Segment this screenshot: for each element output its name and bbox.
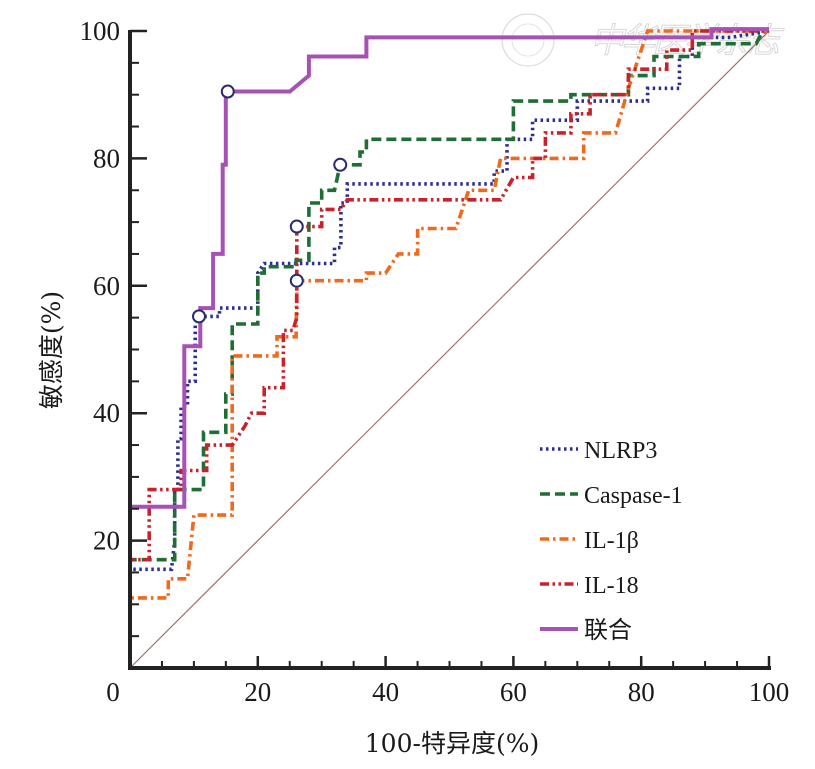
x-tick-label: 0 bbox=[106, 677, 120, 707]
legend-label: IL-18 bbox=[584, 573, 639, 599]
cutoff-marker-0 bbox=[192, 309, 207, 324]
x-axis-title: 100-特异度(%) bbox=[365, 729, 539, 758]
series-group bbox=[128, 27, 770, 668]
y-tick-label: 60 bbox=[93, 271, 120, 301]
series-line-il-18 bbox=[128, 29, 769, 668]
axis-ticks bbox=[130, 29, 771, 668]
series-line-nlrp3 bbox=[128, 29, 770, 668]
watermark-seal-inner-icon bbox=[511, 23, 545, 57]
x-tick-label: 60 bbox=[500, 677, 527, 707]
y-tick-label: 40 bbox=[93, 398, 120, 428]
cutoff-marker-2 bbox=[289, 273, 304, 288]
y-axis-title: 敏感度(%) bbox=[37, 291, 66, 409]
axes: 0 20 40 60 80 100 20 40 60 80 100 bbox=[80, 16, 790, 707]
cutoff-marker-4 bbox=[220, 84, 235, 99]
cutoff-markers bbox=[192, 84, 348, 324]
x-tick-label: 100 bbox=[749, 677, 790, 707]
x-tick-label: 40 bbox=[372, 677, 399, 707]
x-tick-label: 20 bbox=[244, 677, 271, 707]
legend-label: Caspase-1 bbox=[584, 483, 683, 509]
watermark-seal-icon bbox=[501, 13, 555, 67]
series-line-il-1 bbox=[128, 29, 769, 668]
series-line-caspase-1 bbox=[128, 29, 769, 668]
y-tick-label: 100 bbox=[80, 16, 121, 46]
y-tick-label: 80 bbox=[93, 143, 120, 173]
axis-tick-labels: 0 20 40 60 80 100 20 40 60 80 100 bbox=[80, 16, 790, 707]
legend-label: NLRP3 bbox=[584, 438, 657, 464]
legend-label: 联合 bbox=[584, 617, 632, 644]
cutoff-marker-3 bbox=[289, 219, 304, 234]
legend: NLRP3 Caspase-1 IL-1β IL-18 联合 bbox=[540, 438, 683, 644]
legend-label: IL-1β bbox=[584, 528, 639, 554]
reference-diagonal-line bbox=[129, 30, 770, 669]
plot-area bbox=[128, 27, 770, 669]
y-tick-label: 20 bbox=[93, 526, 120, 556]
cutoff-marker-1 bbox=[333, 157, 348, 172]
x-tick-label: 80 bbox=[628, 677, 655, 707]
series-line-combined bbox=[128, 27, 769, 668]
